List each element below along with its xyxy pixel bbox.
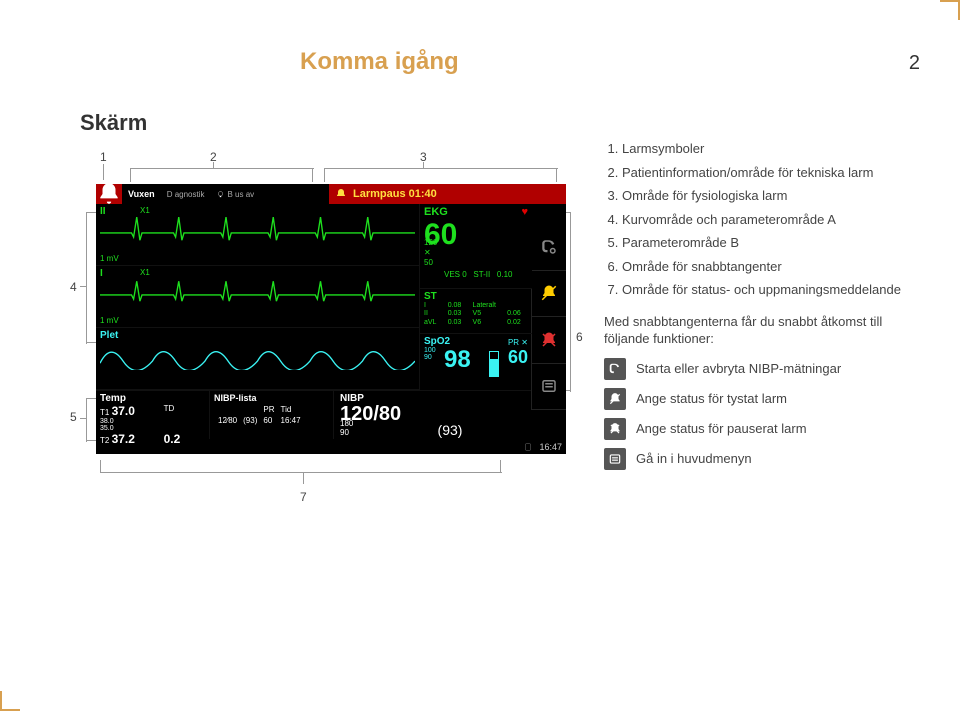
nibp-list: NIBP-lista PR Tid 12⁄80 (93) 60 16:47 [210,391,334,439]
bracket-tick [86,398,96,399]
bell-silenced-icon [604,388,626,410]
top-bar: Vuxen D agnostik B us av Larmpaus 01:40 [96,184,566,204]
bell-silenced-icon [540,284,558,302]
bracket-tick [80,286,86,287]
heart-icon: ♥ [521,206,528,218]
shortcut-row: Starta eller avbryta NIBP-mätningar [604,358,920,380]
nibp-numeric: NIBP 120/80 (93) 18090 [334,391,566,439]
pr-numeric: PR ✕ 60 [508,338,528,368]
nibp-icon [540,238,558,256]
bracket-tick [86,342,96,343]
section-heading: Skärm [80,110,147,136]
shortcut-row: Gå in i huvudmenyn [604,448,920,470]
quickkey-alarm-pause[interactable] [532,317,566,364]
monitor-screen: Vuxen D agnostik B us av Larmpaus 01:40 [96,184,566,454]
bracket-tick [324,168,325,182]
callout-tick [103,164,104,180]
legend-item: Parameterområde B [622,234,920,252]
bracket-7 [100,472,502,473]
legend-item: Larmsymboler [622,140,920,158]
shortcut-row: Ange status för tystat larm [604,388,920,410]
legend-column: Larmsymboler Patientinformation/område f… [604,140,920,470]
temp-numeric: Temp T1 37.0 TD 38.035.0 T2 37.2 0.2 [96,391,210,439]
callout-7: 7 [300,490,307,504]
legend-item: Patientinformation/område för tekniska l… [622,164,920,182]
bracket-tick [86,212,96,213]
monitor-figure: 1 2 3 4 5 6 7 [40,140,580,470]
spo2-bar [490,352,498,376]
bracket-5 [86,398,87,442]
callout-4: 4 [70,280,77,294]
st-numeric: ST I0.08Lateralt II0.03V50.06 aVL0.03V60… [420,289,532,334]
light-off-icon [216,190,225,199]
page-number: 2 [909,52,920,75]
bracket-3 [324,168,558,169]
ecg-wave-2: I X1 1 mV [96,266,419,328]
patient-info-area: Vuxen D agnostik B us av [122,184,329,204]
quickkey-alarm-silence[interactable] [532,271,566,318]
bracket-2 [130,168,314,169]
patient-type: Vuxen [128,189,155,199]
light-off-label: B us av [216,190,254,199]
spo2-numeric: SpO2 10090 98 PR ✕ 60 [420,334,532,382]
quickkey-nibp[interactable] [532,224,566,271]
parameter-area-b: Temp T1 37.0 TD 38.035.0 T2 37.2 0.2 NIB… [96,390,566,439]
bell-x-icon [604,418,626,440]
ekg-numeric: EKG♥ 60 120 ✕ 50 VES 0 ST-II 0.10 [420,204,532,289]
bracket-6 [570,212,571,392]
bracket-tick [100,460,101,472]
shortcut-row: Ange status för pauserat larm [604,418,920,440]
nibp-icon [604,358,626,380]
bracket-tick [213,162,214,168]
shortcuts-intro: Med snabbtangenterna får du snabbt åtkom… [604,313,920,348]
legend-list: Larmsymboler Patientinformation/område f… [604,140,920,299]
page-title: Komma igång [300,48,459,76]
status-bar: 16:47 [478,440,566,454]
quickkey-column [531,224,566,410]
bell-x-icon [540,331,558,349]
usb-icon [523,442,533,452]
legend-item: Område för snabbtangenter [622,258,920,276]
bracket-tick [556,168,557,182]
legend-item: Kurvområde och parameterområde A [622,211,920,229]
bell-pause-icon [335,188,347,200]
callout-1: 1 [100,150,107,164]
bracket-4 [86,212,87,344]
menu-icon [604,448,626,470]
legend-item: Område för fysiologiska larm [622,187,920,205]
pleth-wave: Plet [96,328,419,390]
bracket-tick [423,162,424,168]
shortcut-list: Starta eller avbryta NIBP-mätningar Ange… [604,358,920,470]
corner-mark-bottom-left [0,691,20,711]
diag-label: D agnostik [167,190,205,199]
alarm-pause-banner: Larmpaus 01:40 [329,184,566,204]
corner-mark-top-right [940,0,960,20]
bracket-tick [80,418,86,419]
callout-5: 5 [70,410,77,424]
callout-6: 6 [576,330,583,344]
bracket-tick [312,168,313,182]
bracket-tick [500,460,501,472]
parameter-area-a: EKG♥ 60 120 ✕ 50 VES 0 ST-II 0.10 ST I0.… [420,204,532,390]
legend-item: Område för status- och uppmanings­meddel… [622,281,920,299]
st-grid: I0.08Lateralt II0.03V50.06 aVL0.03V60.02 [424,302,528,327]
bracket-tick [130,168,131,182]
alarm-icon [96,184,122,204]
bracket-tick [303,472,304,484]
bracket-tick [86,440,96,441]
ecg-wave-1: II X1 1 mV [96,204,419,266]
waveform-area: II X1 1 mV I X1 1 mV [96,204,420,390]
clock: 16:47 [539,442,562,452]
